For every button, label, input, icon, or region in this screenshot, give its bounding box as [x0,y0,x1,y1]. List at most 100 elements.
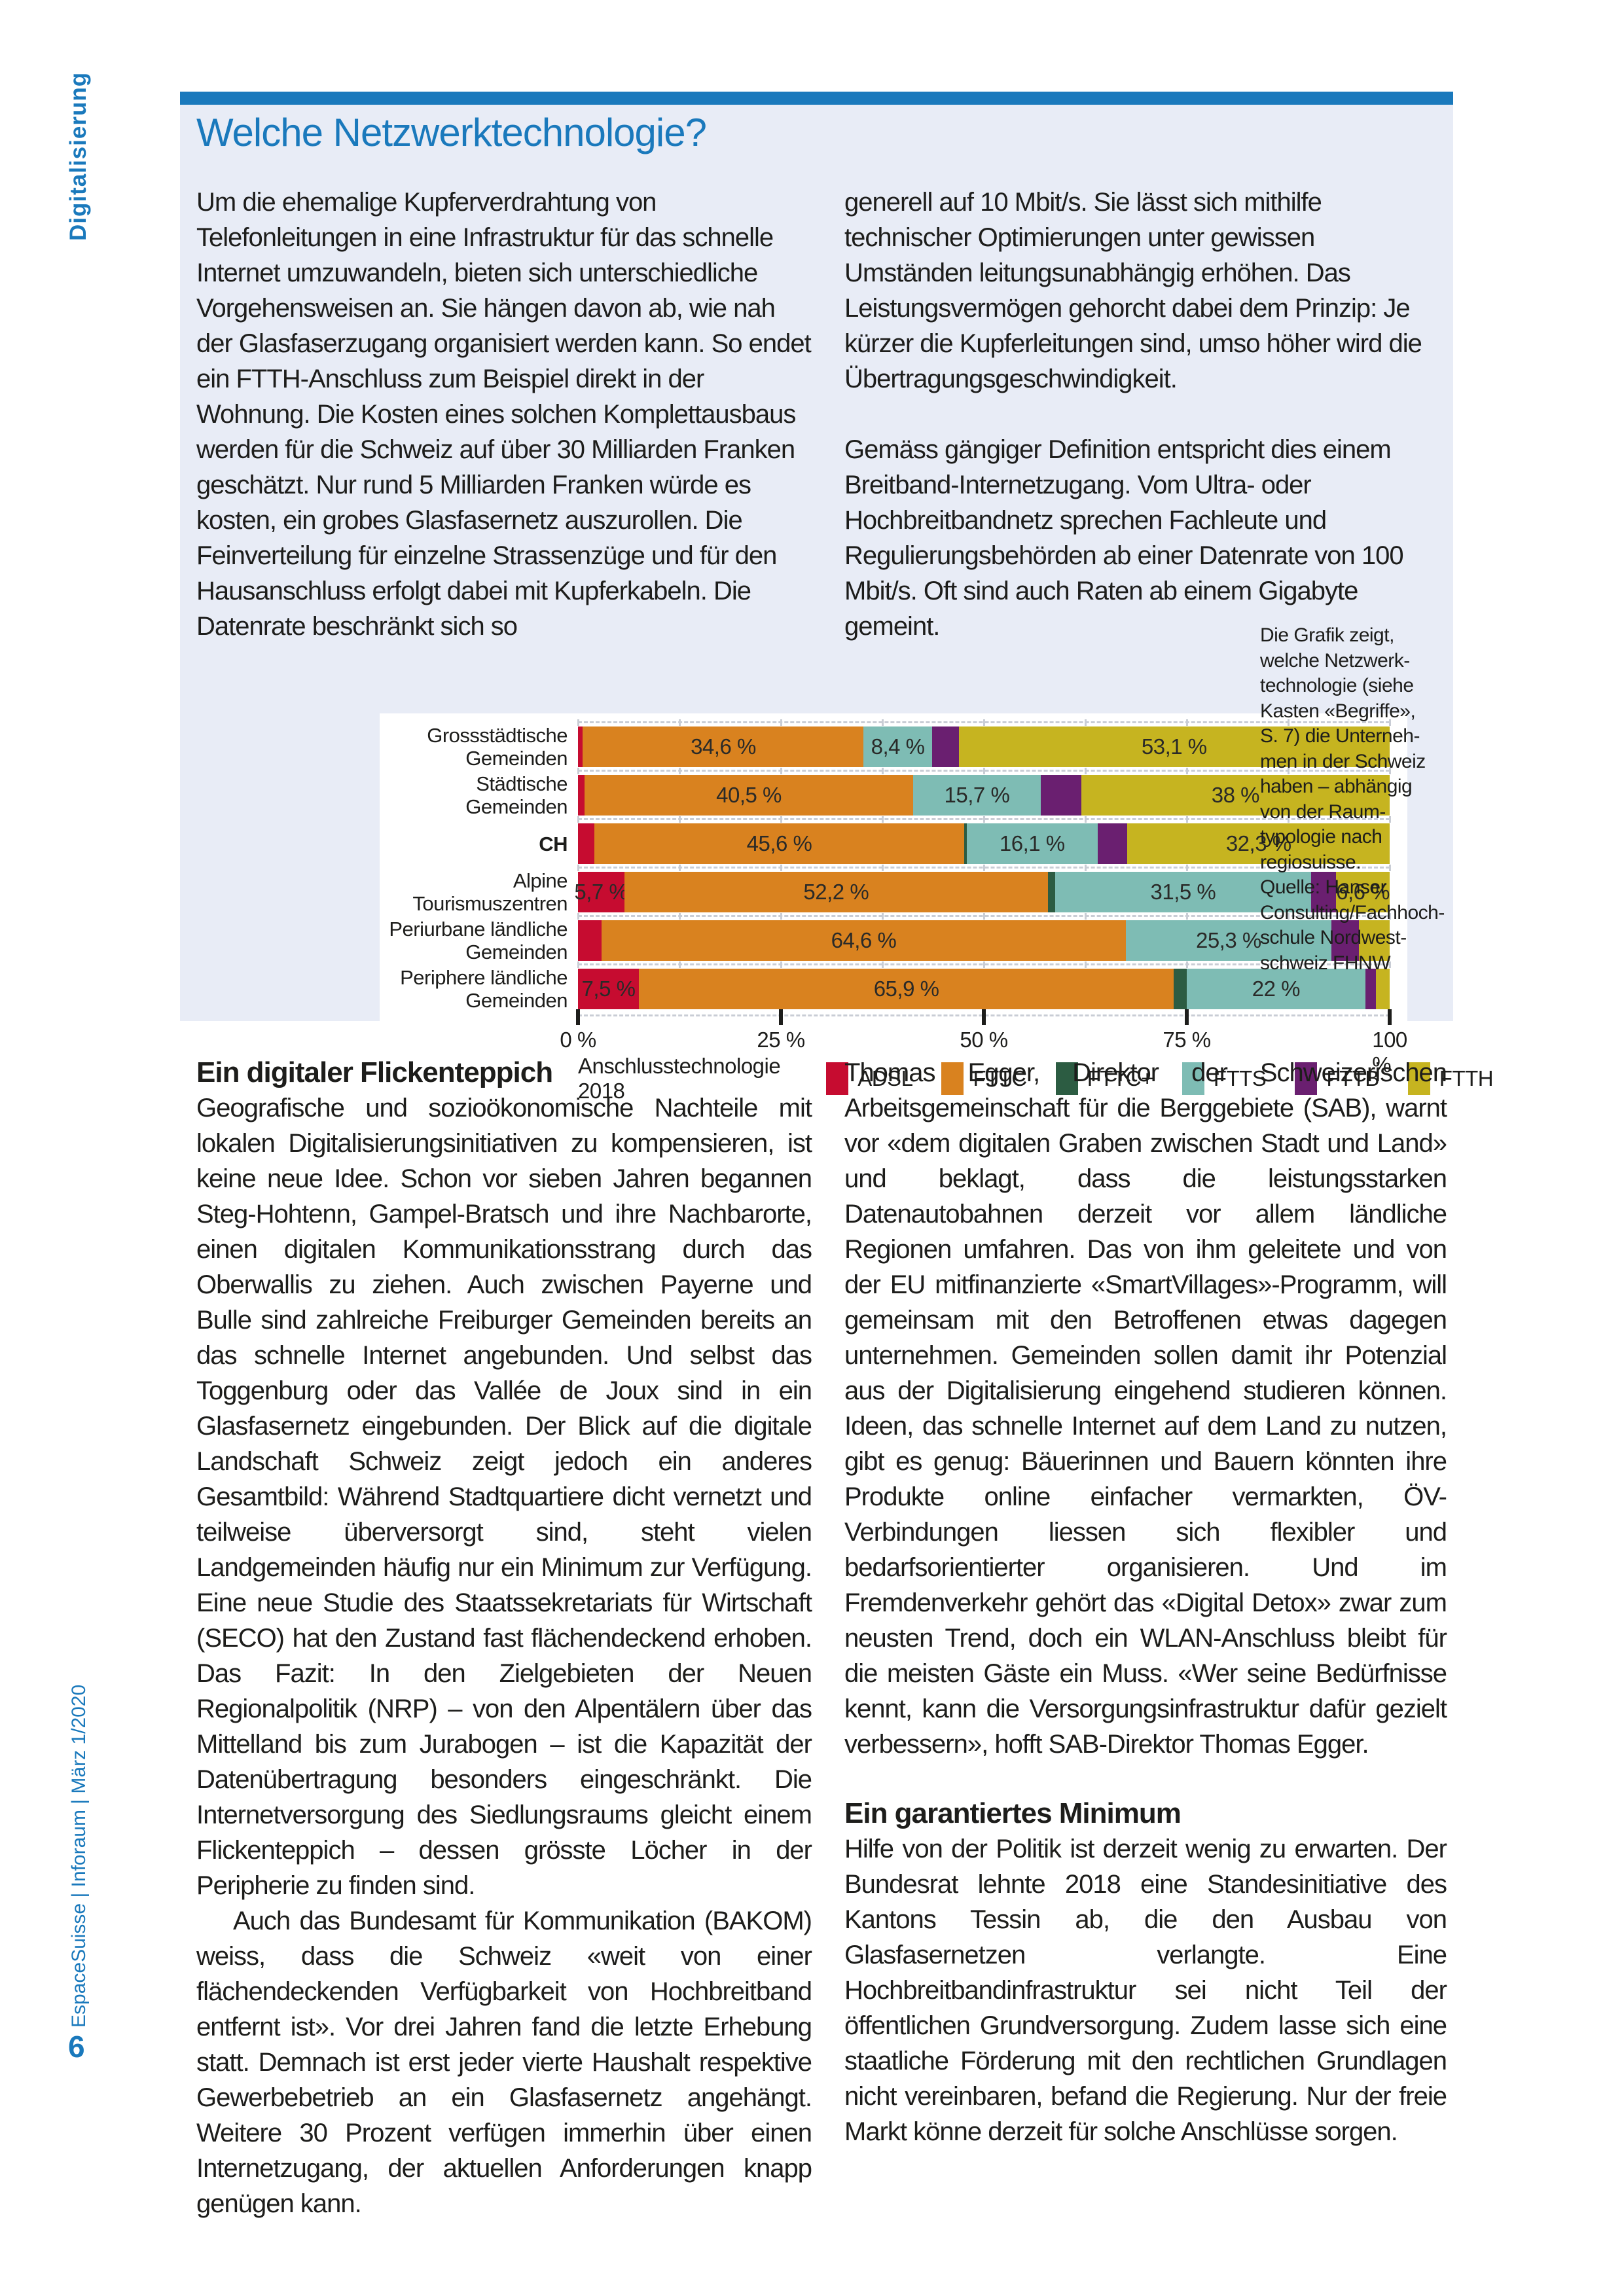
gridline-tick [882,865,884,871]
bar-segment-fttc: 45,6 % [594,823,965,864]
legend-item-fttb: FTTB [1295,1062,1379,1095]
gridline-tick [1186,865,1188,871]
bar-segment-fttb [931,726,959,767]
bar-value-label: 7,5 % [581,977,636,1001]
section-heading: Ein digitaler Flickenteppich [196,1056,553,1088]
legend-item-ftts: FTTS [1182,1062,1267,1095]
chart-caption: Die Grafik zeigt, welche Netzwerk- techn… [1260,624,1445,974]
chart-gridline [577,816,1391,823]
gridline-tick [577,768,579,774]
gridline-tick [882,961,884,968]
bar-value-label: 15,7 % [944,783,1010,807]
gridline-tick [1186,913,1188,920]
gridline-tick [983,816,985,823]
gridline-tick [780,913,782,920]
bar-segment-fttc: 40,5 % [584,775,914,816]
bar-segment-fttc: 65,9 % [639,969,1174,1009]
gridline-tick [1085,913,1087,920]
bar-segment-adsl: 5,7 % [574,872,628,912]
bar-segment-fttb [1040,775,1081,816]
axis-tick [576,1009,580,1025]
axis-tick [1185,1009,1189,1025]
gridline-tick [1389,961,1391,968]
gridline-tick [1085,961,1087,968]
bar-segment-fttcplus [1047,872,1056,912]
axis-tick-label: 100 % [1372,1028,1407,1077]
gridline-tick [679,768,681,774]
article-column-right: Thomas Egger, Direktor der Schweizerisch… [844,1055,1447,2149]
legend-item-fttc: FTTC [941,1062,1027,1095]
gridline-tick [1085,768,1087,774]
chart-row-label: CH [539,832,568,855]
gridline-tick [1389,816,1391,823]
gridline-tick [780,961,782,968]
chart-row: Periphere ländliche Gemeinden 7,5 % 65,9 %… [380,966,1407,1012]
gridline-tick [780,865,782,871]
footer-vertical: EspaceSuisse | Inforaum | März 1/2020 [68,1684,90,2028]
stacked-bar: 34,6 % 8,4 % 53,1 % [578,726,1390,767]
axis-tick [779,1009,783,1025]
legend-swatch [1407,1062,1430,1095]
page-number: 6 [68,2030,85,2064]
gridline-tick [577,913,579,920]
chart-row-label: Periphere ländliche Gemeinden [400,966,568,1012]
gridline-tick [882,816,884,823]
axis-tick-label: 50 % [960,1028,1008,1052]
gridline-tick [577,961,579,968]
gridline-tick [679,913,681,920]
legend-item-ftth: FTTH [1407,1062,1494,1095]
bar-segment-fttcplus [964,823,967,864]
gridline-tick [679,865,681,871]
bar-segment-fttb [1310,872,1337,912]
bar-segment-adsl [578,775,585,816]
bar-value-label: 32,3 % [1225,831,1291,855]
chart-legend: Anschlusstechnologie 2018 ADSL FTTC FTTC+ F… [578,1054,1494,1103]
chart-rows: Grossstädtische Gemeinden 34,6 % 8,4 % 53,1… [380,719,1407,1077]
article-highlight-box: Grossstädtische Gemeinden 34,6 % 8,4 % 53,1… [180,92,1494,1103]
bar-segment-ftth [1375,969,1390,1009]
gridline-tick [1186,816,1188,823]
gridline-tick [1288,768,1290,774]
gridline-tick [577,816,579,823]
gridline-tick [679,816,681,823]
chart-gridline [577,961,1391,969]
intro-column-left: Um die ehemalige Kupferverdrahtung von T… [196,185,815,644]
stacked-bar: 7,5 % 65,9 % 22 % [578,969,1390,1009]
bar-segment-ftts: 8,4 % [863,726,932,767]
chart-legend-items: ADSL FTTC FTTC+ FTTS FTTB FTTH [826,1062,1522,1095]
chart-legend-title: Anschlusstechnologie 2018 [578,1054,781,1103]
bar-value-label: 6,6 % [1336,880,1390,904]
stacked-bar: 40,5 % 15,7 % 38 % [578,775,1390,816]
gridline-tick [679,961,681,968]
legend-swatch [941,1062,964,1095]
axis-tick-label: 75 % [1163,1028,1211,1052]
gridline-tick [882,913,884,920]
gridline-tick [577,865,579,871]
bar-segment-fttb [1365,969,1376,1009]
gridline-tick [882,719,884,726]
gridline-tick [1288,719,1290,726]
gridline-tick [1085,719,1087,726]
gridline-tick [780,719,782,726]
chart-row-label: Periurbane ländliche Gemeinden [389,918,568,963]
bar-value-label: 8,4 % [871,734,925,759]
chart-row: Städtische Gemeinden 40,5 % 15,7 % 38 % [380,772,1407,818]
legend-label: FTTS [1213,1066,1267,1090]
gridline-tick [983,961,985,968]
legend-label: FTTC [973,1066,1027,1090]
bar-segment-ftth: 53,1 % [958,726,1390,767]
bar-segment-fttb [1331,920,1359,961]
gridline-tick [983,865,985,871]
legend-label: ADSL [857,1066,913,1090]
body-paragraph: Auch das Bundesamt für Kommunikation (BA… [196,1907,812,2218]
chart-gridline [577,719,1391,726]
gridline-tick [1186,961,1188,968]
bar-value-label: 22 % [1252,977,1301,1001]
bar-segment-ftth: 32,3 % [1127,823,1390,864]
legend-item-fttcplus: FTTC+ [1055,1062,1153,1095]
stacked-bar: 5,7 % 52,2 % 31,5 % 6,6 % [574,872,1390,912]
axis-tick-label: 25 % [757,1028,805,1052]
stacked-bar: 45,6 % 16,1 % 32,3 % [578,823,1390,864]
chart-panel: Grossstädtische Gemeinden 34,6 % 8,4 % 53,1… [380,713,1494,1103]
